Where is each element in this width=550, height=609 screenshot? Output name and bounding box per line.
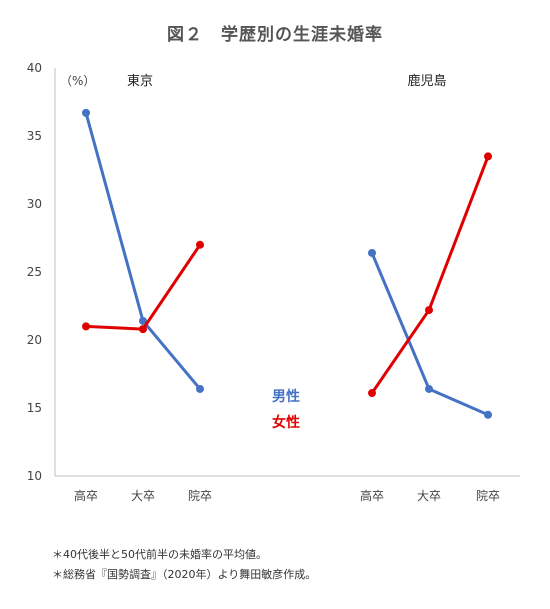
legend-male: 男性 xyxy=(272,388,300,405)
y-tick-label-15: 15 xyxy=(27,401,42,415)
series-line-0-0 xyxy=(84,111,202,391)
data-point-1-1-2 xyxy=(484,152,492,161)
legend-female: 女性 xyxy=(272,414,300,431)
panel-label-0: 東京 xyxy=(127,73,153,89)
y-tick-label-30: 30 xyxy=(27,197,42,211)
data-point-0-1-1 xyxy=(139,325,147,334)
data-point-0-0-0 xyxy=(82,108,90,117)
data-point-1-1-0 xyxy=(368,389,376,398)
x-category-label-1-1: 大卒 xyxy=(417,489,441,503)
data-point-1-1-1 xyxy=(425,306,433,315)
data-point-1-0-0 xyxy=(368,248,376,257)
data-point-0-0-2 xyxy=(196,384,204,393)
footnote-1: ＊40代後半と50代前半の未婚率の平均値。 xyxy=(52,548,267,561)
data-point-1-0-1 xyxy=(425,384,433,393)
x-category-label-0-0: 高卒 xyxy=(74,488,98,503)
y-tick-label-35: 35 xyxy=(27,129,42,143)
y-unit-label: （%） xyxy=(60,74,95,88)
y-tick-label-20: 20 xyxy=(27,333,42,347)
x-category-label-1-2: 院卒 xyxy=(476,489,500,503)
y-tick-label-25: 25 xyxy=(27,265,42,279)
data-point-1-0-2 xyxy=(484,410,492,419)
y-tick-label-10: 10 xyxy=(27,469,42,483)
y-tick-label-40: 40 xyxy=(27,61,42,75)
footnote-2: ＊総務省『国勢調査』（2020年）より舞田敏彦作成。 xyxy=(52,568,317,581)
x-category-label-0-2: 院卒 xyxy=(188,489,212,503)
series-line-1-1 xyxy=(370,154,490,395)
x-category-label-0-1: 大卒 xyxy=(131,489,155,503)
chart-title: 図２ 学歴別の生涯未婚率 xyxy=(167,25,383,45)
x-category-label-1-0: 高卒 xyxy=(360,488,384,503)
data-point-0-1-0 xyxy=(82,322,90,331)
data-point-0-1-2 xyxy=(196,240,204,249)
data-point-0-0-1 xyxy=(139,316,147,325)
panel-label-1: 鹿児島 xyxy=(407,73,446,89)
